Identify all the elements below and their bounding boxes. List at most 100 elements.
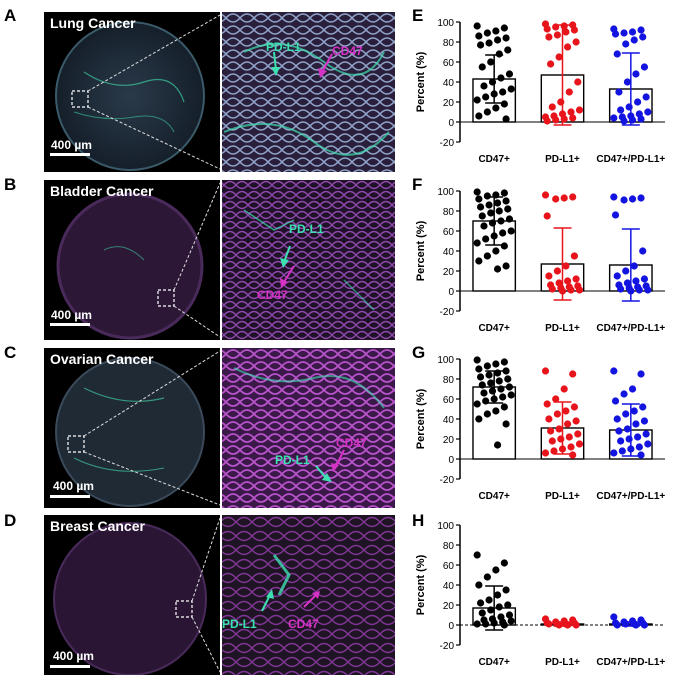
data-point <box>572 275 580 283</box>
y-axis-label: Percent (%) <box>415 51 427 112</box>
data-point <box>644 108 652 116</box>
data-point <box>492 104 500 112</box>
data-point <box>483 252 491 260</box>
data-point <box>627 287 635 295</box>
data-point <box>482 397 490 405</box>
data-point <box>476 599 485 607</box>
data-point <box>565 433 573 441</box>
chart-f: -20 0 20 40 60 80 100 Percent (%) CD47+ PD-L1+ CD4… <box>415 187 665 334</box>
data-point <box>620 29 628 37</box>
data-point <box>555 621 563 629</box>
data-point <box>548 285 556 293</box>
data-point <box>628 385 637 393</box>
data-point <box>543 25 551 33</box>
data-point <box>613 272 621 280</box>
data-point <box>625 435 633 443</box>
cd47-label-lung: CD47 <box>332 44 363 58</box>
cd47-label-bladder: CD47 <box>257 288 288 302</box>
y-tick-label: 40 <box>443 247 455 258</box>
data-point <box>473 551 481 559</box>
data-point <box>557 435 565 443</box>
data-point <box>493 591 502 599</box>
category-label: CD47+ <box>478 154 510 165</box>
data-point <box>480 389 488 397</box>
data-point <box>644 286 652 294</box>
data-point <box>623 425 632 433</box>
data-point <box>493 265 502 273</box>
category-label: CD47+/PD-L1+ <box>596 491 665 502</box>
data-point <box>475 32 483 40</box>
data-point <box>507 227 515 235</box>
data-point <box>493 36 502 44</box>
data-point <box>640 621 649 629</box>
data-point <box>639 247 647 255</box>
data-point <box>473 96 481 104</box>
data-point <box>502 115 510 123</box>
data-point <box>575 286 584 294</box>
data-point <box>495 377 503 385</box>
data-point <box>492 360 500 368</box>
y-axis-label: Percent (%) <box>415 388 427 449</box>
data-point <box>630 407 638 415</box>
micrograph-title-breast: Breast Cancer <box>50 518 145 534</box>
data-point <box>642 430 650 438</box>
data-point <box>548 437 556 445</box>
category-label: PD-L1+ <box>545 657 580 668</box>
data-point <box>615 427 623 435</box>
panel-letter-e: E <box>412 6 424 25</box>
data-point <box>570 26 578 34</box>
data-point <box>473 188 481 196</box>
y-tick-label: 60 <box>443 395 455 406</box>
data-point <box>565 88 573 96</box>
panel-letter-d: D <box>4 511 17 530</box>
data-point <box>488 387 497 395</box>
cd47-label-breast: CD47 <box>288 617 319 631</box>
category-label: PD-L1+ <box>545 491 580 502</box>
data-point <box>552 23 560 31</box>
category-label: CD47+/PD-L1+ <box>596 154 665 165</box>
data-point <box>485 596 493 604</box>
data-point <box>507 617 515 625</box>
data-point <box>545 415 553 423</box>
data-point <box>555 53 563 61</box>
data-point <box>610 193 618 201</box>
data-point <box>483 410 491 418</box>
data-point <box>547 427 555 435</box>
y-tick-label: 100 <box>437 521 454 532</box>
data-point <box>569 193 577 201</box>
data-point <box>635 286 643 294</box>
data-point <box>490 232 498 240</box>
y-tick-label: 80 <box>443 207 455 218</box>
data-point <box>613 621 621 629</box>
data-point <box>545 620 553 628</box>
data-point <box>487 606 495 614</box>
scale-label-breast: 400 µm <box>53 649 94 663</box>
data-point <box>567 286 575 294</box>
data-point <box>562 262 570 270</box>
data-point <box>499 229 507 237</box>
data-point <box>505 611 514 619</box>
data-point <box>483 108 491 116</box>
data-point <box>475 112 483 120</box>
data-point <box>475 257 483 265</box>
data-point <box>487 58 495 66</box>
data-point <box>500 403 508 411</box>
data-point <box>548 103 556 111</box>
cd47-label-ovarian: CD47 <box>336 436 367 450</box>
data-point <box>499 88 507 96</box>
data-point <box>476 203 485 211</box>
data-point <box>622 410 630 418</box>
micrograph-bladder: Bladder Cancer 400 µm PD-L1 CD47 <box>44 180 395 340</box>
data-point <box>493 369 502 377</box>
data-point <box>552 195 560 203</box>
data-point <box>480 82 488 90</box>
data-point <box>618 447 626 455</box>
data-point <box>564 277 572 285</box>
data-point <box>572 38 580 46</box>
y-tick-label: -20 <box>440 475 455 486</box>
data-point <box>485 201 493 209</box>
y-tick-label: 100 <box>437 18 454 29</box>
micrograph-lung: Lung Cancer 400 µm PD-L1 CD47 <box>44 12 395 172</box>
data-point <box>639 33 647 41</box>
data-point <box>502 586 510 594</box>
